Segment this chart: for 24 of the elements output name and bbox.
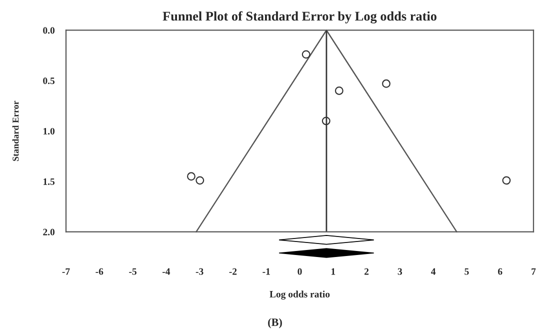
y-tick-label: 2.0 [43, 228, 55, 236]
x-tick-label: -6 [96, 268, 104, 275]
x-tick-label: -4 [162, 268, 170, 275]
x-axis-title: Log odds ratio [270, 290, 330, 300]
x-tick-label: -7 [62, 268, 70, 275]
x-tick-label: 2 [364, 268, 369, 275]
x-tick-label: -1 [262, 268, 270, 275]
y-tick-label: 1.5 [44, 178, 55, 185]
y-tick-label: 0.5 [43, 78, 55, 84]
x-tick-label: 6 [498, 268, 502, 275]
text: (B) [268, 318, 282, 328]
chart-title: Funnel Plot of Standard Error by Log odds ratio [162, 11, 436, 24]
x-tick-label: -5 [129, 268, 136, 275]
x-tick-label: 3 [398, 268, 402, 275]
x-tick-label: -2 [229, 268, 237, 275]
x-tick-label: 4 [431, 268, 436, 275]
x-tick-label: -3 [196, 268, 204, 275]
x-tick-label: 0 [298, 268, 302, 275]
x-tick-label: 1 [331, 268, 336, 275]
y-tick-label: 1.0 [44, 128, 55, 135]
y-axis-title: Standard Error [12, 100, 19, 161]
y-tick-label: 0.0 [43, 27, 55, 34]
x-tick-label: 5 [464, 268, 469, 275]
x-tick-label: 7 [532, 268, 536, 275]
